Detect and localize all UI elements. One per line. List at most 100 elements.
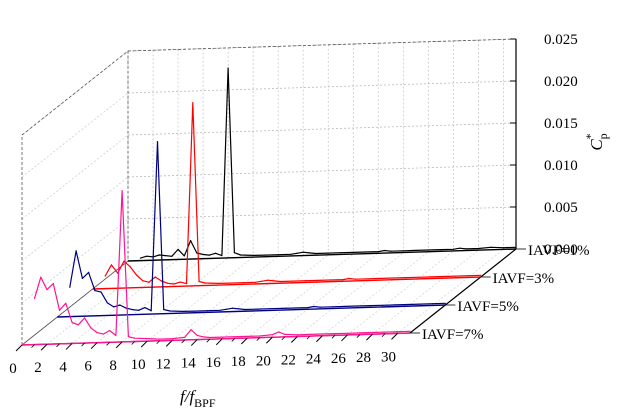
series-baseline bbox=[57, 304, 446, 318]
data-point bbox=[340, 252, 342, 254]
y-tick-label: 0.010 bbox=[544, 158, 578, 174]
x-tick-label: 30 bbox=[381, 349, 396, 365]
floor-gridline bbox=[96, 258, 204, 343]
data-point bbox=[430, 276, 432, 278]
data-point bbox=[196, 334, 198, 336]
data-point bbox=[444, 302, 446, 304]
data-point bbox=[432, 303, 434, 305]
back-wall-gridline bbox=[127, 80, 517, 94]
series-label-layer: IAVF=1% IAVF=3% IAVF=5% IAVF=7% bbox=[410, 243, 590, 343]
depth-axis-line bbox=[409, 248, 517, 334]
data-point bbox=[344, 305, 346, 308]
data-point bbox=[313, 305, 315, 308]
x-tick bbox=[265, 336, 273, 344]
data-point bbox=[52, 282, 54, 285]
data-point bbox=[309, 333, 311, 336]
data-point bbox=[465, 248, 467, 250]
series-group bbox=[127, 67, 517, 262]
x-tick-label: 4 bbox=[59, 359, 67, 375]
data-point bbox=[150, 310, 152, 312]
data-point bbox=[208, 254, 210, 256]
data-point bbox=[144, 306, 146, 309]
data-point bbox=[94, 290, 96, 292]
x-tick-label: 2 bbox=[34, 360, 42, 376]
series-label: IAVF=1% bbox=[528, 243, 590, 259]
x-tick-label: 14 bbox=[181, 356, 197, 372]
x-tick bbox=[115, 341, 123, 349]
data-point bbox=[142, 280, 144, 282]
x-minor-tick bbox=[281, 336, 286, 341]
floor-gridline bbox=[121, 257, 229, 343]
floor-gridline bbox=[297, 252, 404, 337]
x-minor-tick bbox=[381, 333, 386, 338]
data-point bbox=[480, 274, 482, 276]
data-point bbox=[273, 280, 275, 282]
data-point bbox=[217, 282, 219, 285]
data-point bbox=[282, 307, 284, 309]
data-point bbox=[244, 308, 246, 311]
x-minor-tick bbox=[181, 339, 185, 344]
data-point bbox=[442, 275, 444, 278]
data-point bbox=[296, 252, 298, 254]
data-point bbox=[352, 251, 354, 253]
x-tick-label: 10 bbox=[131, 357, 146, 373]
floor-gridline bbox=[347, 250, 454, 336]
series-label: IAVF=5% bbox=[457, 299, 519, 315]
floor-gridline bbox=[222, 254, 329, 340]
data-point bbox=[100, 291, 102, 293]
data-point bbox=[357, 305, 359, 307]
series-baseline bbox=[92, 276, 481, 290]
data-point bbox=[198, 280, 200, 283]
data-point bbox=[233, 252, 235, 254]
series-group bbox=[57, 141, 446, 318]
data-point bbox=[113, 306, 115, 308]
data-point bbox=[384, 331, 386, 333]
data-point bbox=[417, 276, 419, 278]
floor-gridline bbox=[322, 251, 429, 336]
side-wall-gridline bbox=[21, 92, 129, 178]
x-tick bbox=[215, 338, 223, 346]
data-point bbox=[307, 306, 309, 309]
data-point bbox=[215, 252, 217, 254]
back-wall-gridline bbox=[127, 164, 517, 178]
x-minor-tick bbox=[81, 342, 85, 347]
data-point bbox=[196, 252, 198, 254]
x-tick bbox=[15, 344, 23, 352]
x-tick bbox=[316, 335, 323, 343]
x-tick-label: 8 bbox=[109, 358, 117, 374]
data-point bbox=[135, 274, 138, 276]
series-layer bbox=[21, 67, 517, 346]
data-point bbox=[75, 250, 77, 252]
x-tick bbox=[366, 333, 373, 341]
x-tick bbox=[65, 343, 73, 350]
data-point bbox=[106, 302, 108, 304]
y-tick-label: 0.000 bbox=[544, 242, 578, 258]
series-baseline bbox=[21, 332, 411, 346]
data-point bbox=[267, 279, 269, 281]
floor-gridline bbox=[272, 252, 379, 338]
data-point bbox=[134, 337, 136, 339]
x-tick-label: 16 bbox=[206, 355, 222, 371]
data-point bbox=[467, 275, 469, 277]
data-point bbox=[104, 275, 106, 277]
data-point bbox=[459, 247, 461, 249]
data-point bbox=[121, 190, 123, 192]
data-point bbox=[369, 305, 371, 307]
data-point bbox=[206, 310, 209, 312]
data-point bbox=[502, 247, 505, 249]
data-point bbox=[348, 277, 350, 280]
data-point bbox=[334, 333, 336, 335]
floor-gridline bbox=[372, 249, 479, 335]
data-point bbox=[139, 257, 142, 259]
data-point bbox=[452, 248, 455, 250]
x-tick-label: 18 bbox=[231, 354, 246, 370]
data-point bbox=[171, 338, 173, 340]
x-tick bbox=[190, 339, 198, 346]
data-point bbox=[402, 250, 404, 252]
data-point bbox=[159, 338, 161, 340]
data-point bbox=[319, 306, 321, 308]
x-minor-tick bbox=[356, 334, 361, 338]
x-tick-label: 22 bbox=[281, 352, 296, 368]
data-point bbox=[277, 254, 279, 256]
data-point bbox=[308, 252, 311, 254]
